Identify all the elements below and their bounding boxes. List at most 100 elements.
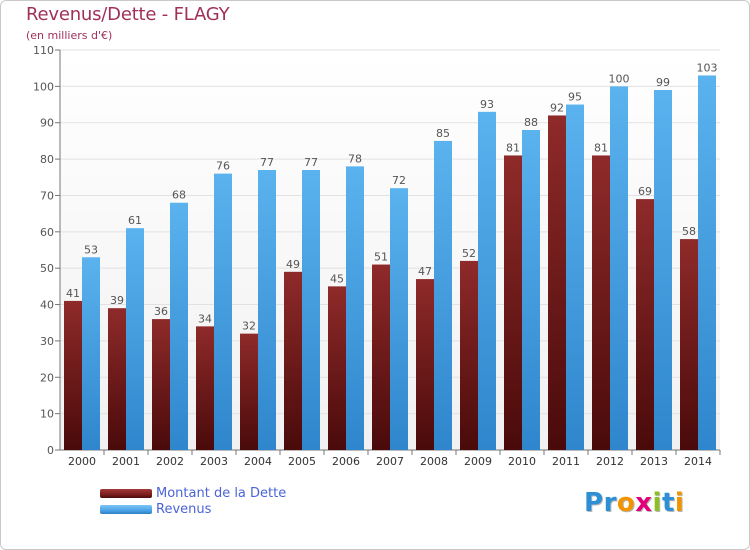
bar-debt bbox=[636, 199, 654, 450]
legend-label-revenue: Revenus bbox=[156, 502, 212, 517]
y-tick-label: 70 bbox=[40, 189, 54, 202]
data-label-debt: 32 bbox=[242, 320, 256, 333]
x-tick-label: 2007 bbox=[376, 455, 404, 468]
logo-letter: o bbox=[616, 488, 636, 518]
bar-debt bbox=[64, 300, 82, 450]
data-label-revenue: 99 bbox=[656, 76, 670, 89]
legend-label-debt: Montant de la Dette bbox=[156, 486, 287, 501]
y-tick-label: 80 bbox=[40, 153, 54, 166]
x-tick-label: 2012 bbox=[596, 455, 624, 468]
logo-letter: P bbox=[584, 488, 604, 518]
x-tick-label: 2003 bbox=[200, 455, 228, 468]
bar-revenue bbox=[478, 111, 496, 451]
y-tick-label: 60 bbox=[40, 226, 54, 239]
x-tick-label: 2005 bbox=[288, 455, 316, 468]
data-label-debt: 34 bbox=[198, 312, 212, 325]
bar-debt bbox=[504, 155, 522, 451]
y-tick-label: 0 bbox=[47, 444, 54, 457]
chart-title: Revenus/Dette - FLAGY bbox=[26, 4, 230, 25]
x-tick-label: 2013 bbox=[640, 455, 668, 468]
bar-debt bbox=[416, 279, 434, 450]
x-tick-label: 2002 bbox=[156, 455, 184, 468]
x-tick-label: 2010 bbox=[508, 455, 536, 468]
x-tick-label: 2014 bbox=[684, 455, 712, 468]
chart-subtitle: (en milliers d'€) bbox=[26, 29, 113, 42]
data-label-revenue: 61 bbox=[128, 214, 142, 227]
bar-debt bbox=[460, 260, 478, 450]
proxiti-logo: Proxiti bbox=[584, 488, 684, 518]
data-label-debt: 92 bbox=[550, 101, 564, 114]
data-label-debt: 49 bbox=[286, 258, 300, 271]
bar-revenue bbox=[126, 228, 144, 450]
logo-letter: i bbox=[674, 488, 685, 518]
legend-swatch-revenue bbox=[100, 505, 152, 514]
logo-letter: t bbox=[661, 488, 675, 518]
bar-debt bbox=[680, 239, 698, 450]
data-label-debt: 45 bbox=[330, 272, 344, 285]
bar-revenue bbox=[654, 90, 672, 450]
data-label-debt: 47 bbox=[418, 265, 432, 278]
data-label-debt: 69 bbox=[638, 185, 652, 198]
y-tick-label: 90 bbox=[40, 117, 54, 130]
data-label-revenue: 100 bbox=[609, 72, 630, 85]
bar-revenue bbox=[82, 257, 100, 450]
bar-revenue bbox=[214, 173, 232, 451]
x-tick-label: 2008 bbox=[420, 455, 448, 468]
data-label-debt: 36 bbox=[154, 305, 168, 318]
data-label-revenue: 103 bbox=[697, 61, 718, 74]
y-tick-label: 110 bbox=[33, 44, 54, 57]
data-label-revenue: 93 bbox=[480, 98, 494, 111]
data-label-revenue: 53 bbox=[84, 243, 98, 256]
data-label-revenue: 78 bbox=[348, 152, 362, 165]
bar-revenue bbox=[302, 170, 320, 450]
bar-debt bbox=[592, 155, 610, 451]
bar-debt bbox=[196, 326, 214, 450]
logo-letter: i bbox=[652, 488, 662, 518]
bar-debt bbox=[328, 286, 346, 450]
data-label-revenue: 76 bbox=[216, 160, 230, 173]
data-label-debt: 58 bbox=[682, 225, 696, 238]
bar-revenue bbox=[346, 166, 364, 450]
bar-revenue bbox=[522, 130, 540, 450]
data-label-revenue: 68 bbox=[172, 189, 186, 202]
logo-letter: r bbox=[603, 488, 617, 518]
data-label-revenue: 72 bbox=[392, 174, 406, 187]
data-label-debt: 39 bbox=[110, 294, 124, 307]
bar-debt bbox=[152, 319, 170, 450]
data-label-revenue: 85 bbox=[436, 127, 450, 140]
x-tick-label: 2000 bbox=[68, 455, 96, 468]
data-label-revenue: 95 bbox=[568, 91, 582, 104]
legend-swatch-debt bbox=[100, 489, 152, 498]
y-tick-label: 30 bbox=[40, 335, 54, 348]
bar-revenue bbox=[434, 140, 452, 450]
bar-revenue bbox=[258, 170, 276, 450]
bar-debt bbox=[108, 308, 126, 450]
y-tick-label: 40 bbox=[40, 299, 54, 312]
bar-revenue bbox=[610, 86, 628, 450]
bar-debt bbox=[240, 333, 258, 450]
data-label-debt: 41 bbox=[66, 287, 80, 300]
bar-debt bbox=[372, 264, 390, 450]
data-label-revenue: 77 bbox=[304, 156, 318, 169]
data-label-debt: 81 bbox=[506, 141, 520, 154]
data-label-debt: 52 bbox=[462, 247, 476, 260]
data-label-revenue: 77 bbox=[260, 156, 274, 169]
x-tick-label: 2004 bbox=[244, 455, 272, 468]
x-tick-label: 2001 bbox=[112, 455, 140, 468]
bar-debt bbox=[284, 271, 302, 450]
x-tick-label: 2006 bbox=[332, 455, 360, 468]
logo-letter: x bbox=[635, 488, 653, 518]
bar-revenue bbox=[390, 188, 408, 450]
bar-revenue bbox=[170, 202, 188, 450]
data-label-revenue: 88 bbox=[524, 116, 538, 129]
y-tick-label: 10 bbox=[40, 408, 54, 421]
data-label-debt: 51 bbox=[374, 251, 388, 264]
y-tick-label: 20 bbox=[40, 371, 54, 384]
y-tick-label: 100 bbox=[33, 80, 54, 93]
x-tick-label: 2011 bbox=[552, 455, 580, 468]
x-tick-label: 2009 bbox=[464, 455, 492, 468]
bar-revenue bbox=[566, 104, 584, 450]
data-label-debt: 81 bbox=[594, 141, 608, 154]
bar-revenue bbox=[698, 75, 716, 451]
